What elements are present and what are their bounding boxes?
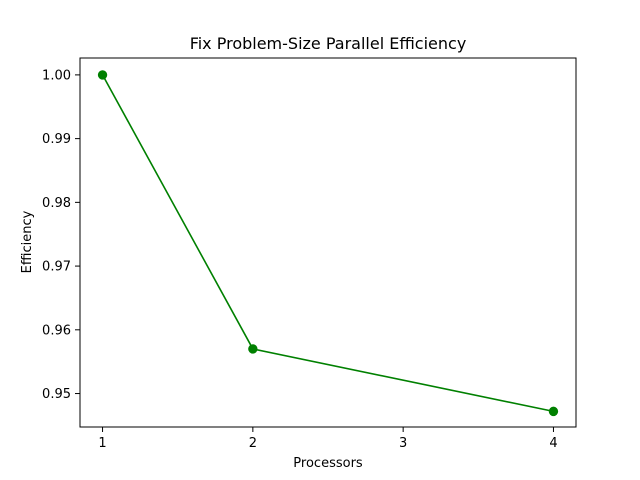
x-axis-label: Processors: [293, 456, 363, 471]
chart-title: Fix Problem-Size Parallel Efficiency: [190, 34, 467, 53]
series-layer: [97, 70, 559, 417]
y-tick-label: 0.95: [42, 387, 71, 402]
y-tick-label: 0.99: [42, 132, 71, 147]
plot-frame: [79, 57, 577, 428]
y-tick-label: 0.96: [42, 323, 71, 338]
y-tick-label: 0.97: [42, 260, 71, 275]
data-point: [548, 406, 559, 417]
x-tick-label: 2: [249, 436, 257, 451]
data-point: [97, 70, 108, 80]
x-tick-label: 4: [549, 436, 557, 451]
axes-layer: 1 2 3 4 0.95 0.96 0.97 0.98 0.99 1.00: [42, 57, 577, 451]
y-tick-label: 1.00: [42, 68, 71, 83]
x-tick-label: 1: [98, 436, 106, 451]
x-tick-label: 3: [399, 436, 407, 451]
data-point: [248, 344, 258, 354]
y-axis-label: Efficiency: [20, 210, 35, 273]
y-tick-label: 0.98: [42, 196, 71, 211]
